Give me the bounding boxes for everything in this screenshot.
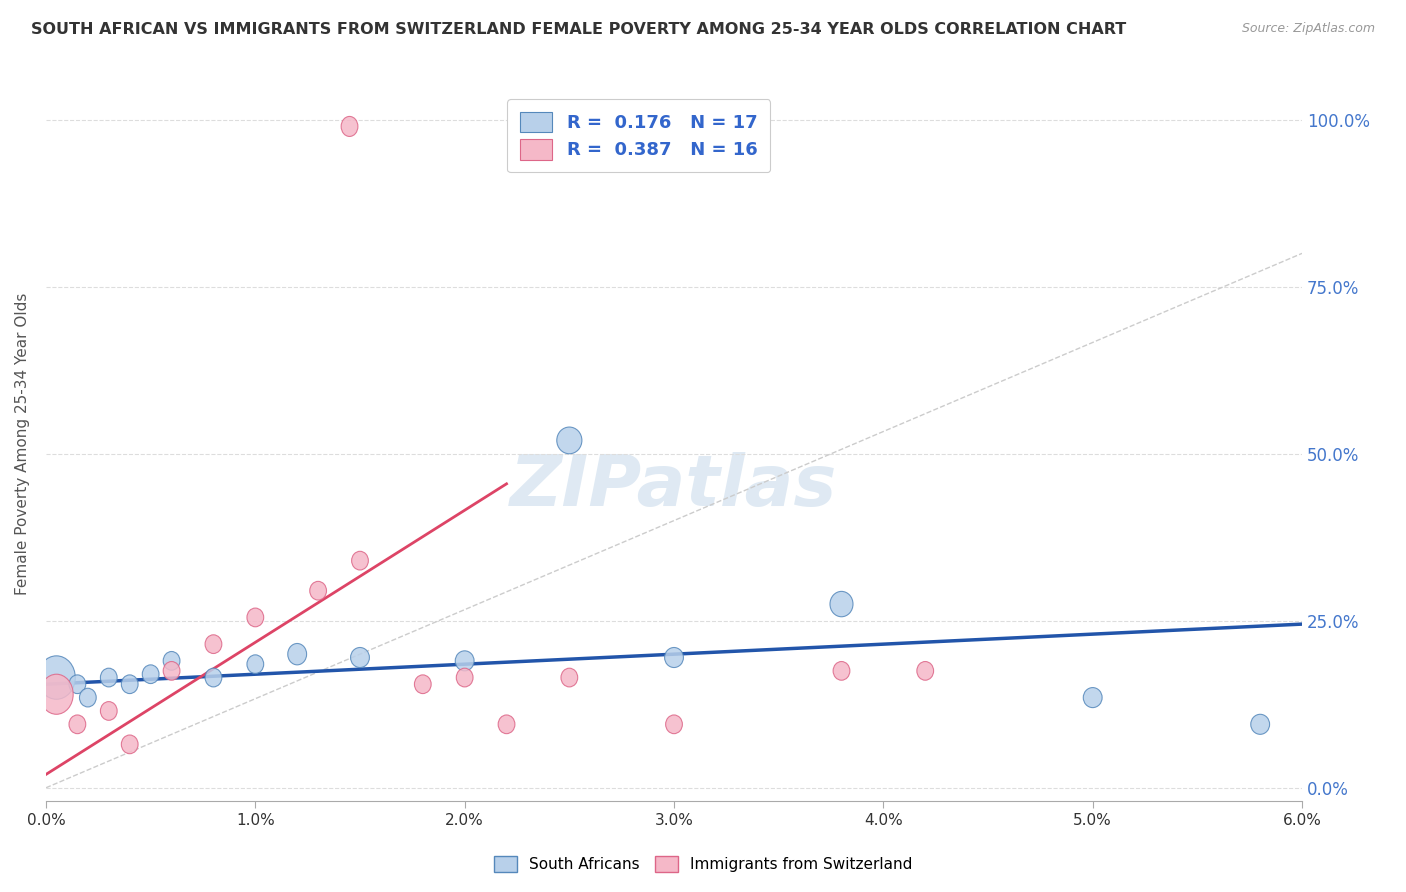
Ellipse shape xyxy=(121,675,138,694)
Ellipse shape xyxy=(80,689,96,707)
Ellipse shape xyxy=(288,643,307,665)
Legend: South Africans, Immigrants from Switzerland: South Africans, Immigrants from Switzerl… xyxy=(486,848,920,880)
Ellipse shape xyxy=(1251,714,1270,734)
Ellipse shape xyxy=(830,591,853,616)
Ellipse shape xyxy=(205,668,222,687)
Ellipse shape xyxy=(498,715,515,733)
Ellipse shape xyxy=(456,651,474,671)
Ellipse shape xyxy=(342,117,359,136)
Ellipse shape xyxy=(121,735,138,754)
Ellipse shape xyxy=(834,662,849,681)
Ellipse shape xyxy=(665,648,683,667)
Ellipse shape xyxy=(665,715,682,733)
Text: ZIPatlas: ZIPatlas xyxy=(510,452,838,521)
Ellipse shape xyxy=(247,608,264,627)
Ellipse shape xyxy=(38,656,76,699)
Ellipse shape xyxy=(205,635,222,654)
Ellipse shape xyxy=(163,651,180,670)
Text: Source: ZipAtlas.com: Source: ZipAtlas.com xyxy=(1241,22,1375,36)
Ellipse shape xyxy=(69,675,86,694)
Ellipse shape xyxy=(69,715,86,733)
Ellipse shape xyxy=(457,668,472,687)
Ellipse shape xyxy=(350,648,370,667)
Text: SOUTH AFRICAN VS IMMIGRANTS FROM SWITZERLAND FEMALE POVERTY AMONG 25-34 YEAR OLD: SOUTH AFRICAN VS IMMIGRANTS FROM SWITZER… xyxy=(31,22,1126,37)
Y-axis label: Female Poverty Among 25-34 Year Olds: Female Poverty Among 25-34 Year Olds xyxy=(15,293,30,595)
Ellipse shape xyxy=(557,427,582,454)
Ellipse shape xyxy=(561,668,578,687)
Ellipse shape xyxy=(39,674,73,714)
Ellipse shape xyxy=(100,702,117,721)
Ellipse shape xyxy=(415,675,432,694)
Ellipse shape xyxy=(309,582,326,600)
Ellipse shape xyxy=(352,551,368,570)
Ellipse shape xyxy=(917,662,934,681)
Legend: R =  0.176   N = 17, R =  0.387   N = 16: R = 0.176 N = 17, R = 0.387 N = 16 xyxy=(508,99,770,172)
Ellipse shape xyxy=(163,662,180,681)
Ellipse shape xyxy=(100,668,117,687)
Ellipse shape xyxy=(142,665,159,683)
Ellipse shape xyxy=(247,655,264,673)
Ellipse shape xyxy=(1083,688,1102,707)
